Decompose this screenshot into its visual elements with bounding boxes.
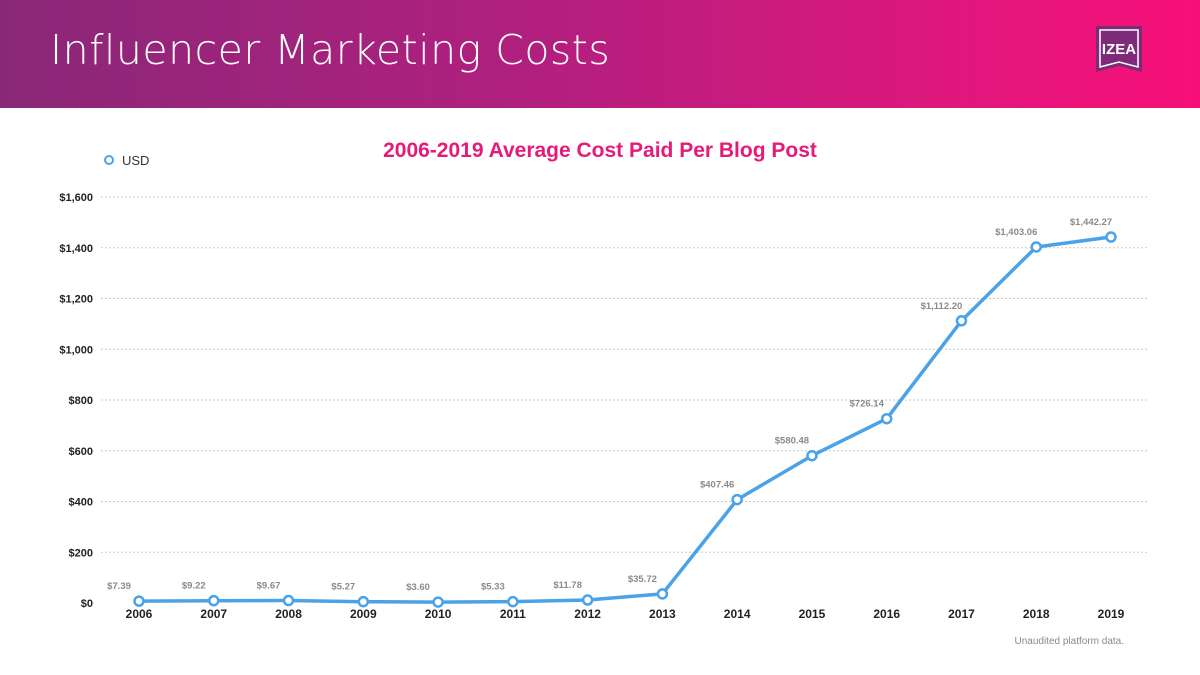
data-label: $1,403.06 <box>995 227 1037 238</box>
y-tick-label: $200 <box>69 547 93 559</box>
data-label: $1,442.27 <box>1070 217 1112 228</box>
header-banner: Influencer Marketing Costs IZEA <box>0 0 1200 108</box>
data-point <box>507 595 519 608</box>
data-label: $407.46 <box>700 480 734 491</box>
legend-label: USD <box>122 152 150 168</box>
data-label: $3.60 <box>406 582 430 593</box>
x-tick-label: 2014 <box>724 607 751 621</box>
data-label: $7.39 <box>107 581 131 592</box>
data-point <box>432 596 444 608</box>
data-point <box>208 594 220 607</box>
x-tick-label: 2019 <box>1098 607 1125 621</box>
data-point <box>656 588 669 600</box>
data-point <box>357 595 370 608</box>
series-line-usd <box>137 235 1113 604</box>
y-tick-label: $1,200 <box>59 294 93 306</box>
x-tick-label: 2011 <box>500 607 526 621</box>
data-label: $580.48 <box>775 436 809 447</box>
data-label: $11.78 <box>553 580 582 591</box>
data-label: $9.67 <box>257 581 281 592</box>
x-tick-label: 2013 <box>649 607 676 621</box>
data-point <box>1105 231 1117 243</box>
data-point <box>282 594 295 607</box>
data-label: $5.27 <box>331 582 355 593</box>
data-label: $5.33 <box>481 582 505 593</box>
data-point <box>133 595 145 607</box>
logo-text: IZEA <box>1102 41 1136 58</box>
legend: USD <box>104 151 149 169</box>
y-tick-label: $400 <box>69 497 93 509</box>
data-point <box>955 315 968 327</box>
y-tick-label: $1,000 <box>59 344 93 356</box>
legend-marker-icon <box>104 155 114 165</box>
y-tick-label: $600 <box>69 446 93 458</box>
x-tick-label: 2017 <box>948 607 975 621</box>
x-tick-label: 2018 <box>1023 607 1050 621</box>
data-label: $35.72 <box>628 574 657 585</box>
x-tick-label: 2006 <box>126 607 153 621</box>
y-tick-label: $1,400 <box>59 243 93 255</box>
data-label: $9.22 <box>182 581 206 592</box>
x-tick-label: 2010 <box>425 607 452 621</box>
data-point <box>1030 241 1042 253</box>
izea-logo: IZEA <box>1096 26 1142 72</box>
x-tick-label: 2015 <box>799 607 826 621</box>
x-tick-label: 2016 <box>873 607 900 621</box>
x-tick-label: 2012 <box>574 607 601 621</box>
data-point <box>581 594 594 606</box>
y-tick-label: $0 <box>81 598 93 610</box>
y-tick-label: $1,600 <box>59 192 93 204</box>
x-tick-label: 2008 <box>275 607 302 621</box>
chart-title: 2006-2019 Average Cost Paid Per Blog Pos… <box>383 139 817 162</box>
data-label: $1,112.20 <box>921 301 963 312</box>
footnote: Unaudited platform data. <box>1014 636 1124 647</box>
data-point <box>880 412 893 425</box>
data-label: $726.14 <box>850 399 885 410</box>
x-tick-label: 2007 <box>200 607 227 621</box>
y-tick-label: $800 <box>69 395 93 407</box>
page-title: Influencer Marketing Costs <box>50 26 611 74</box>
data-point <box>806 449 818 462</box>
data-point <box>731 493 743 506</box>
x-tick-label: 2009 <box>350 607 377 621</box>
